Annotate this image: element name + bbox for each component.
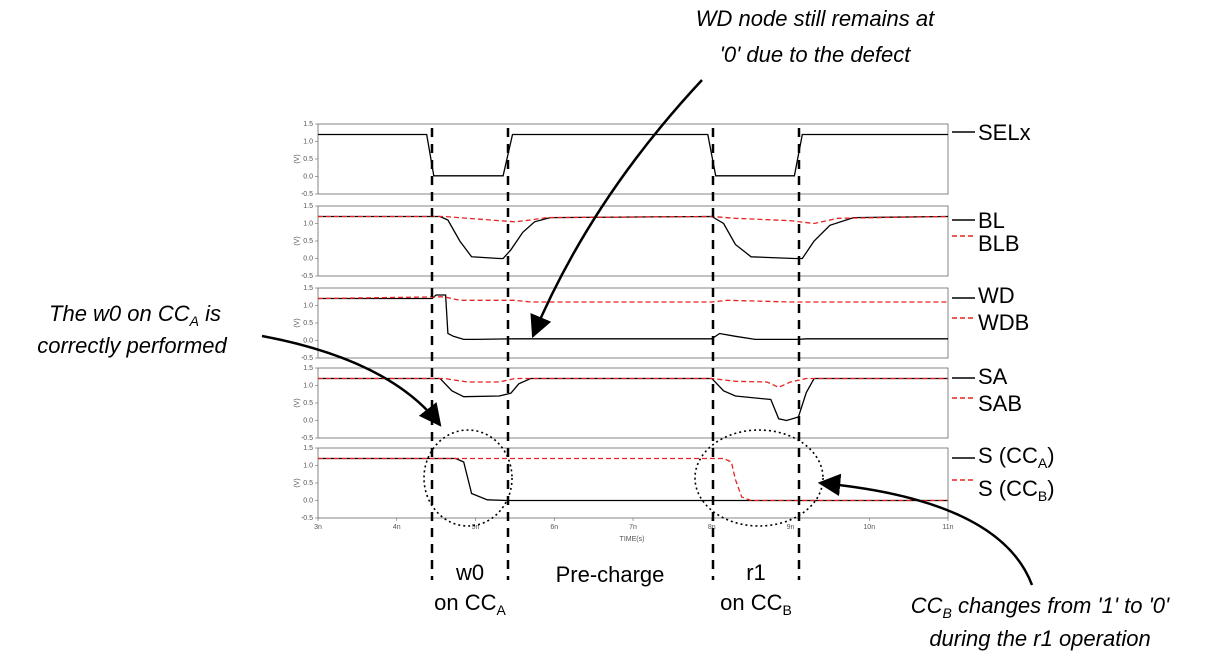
arrow-w0 <box>261 334 442 427</box>
x-tick-label: 9n <box>787 524 795 531</box>
label-s-cca: S (CCA) <box>978 443 1055 471</box>
y-tick-label: 1.5 <box>303 445 313 452</box>
label-selx: SELx <box>978 120 1031 145</box>
phase-w0-label: w0 <box>455 560 484 585</box>
annotation-ccb-line2: during the r1 operation <box>929 626 1150 651</box>
label-wdb: WDB <box>978 310 1029 335</box>
series-blb <box>318 215 949 225</box>
series-selx <box>318 133 948 177</box>
series-s-cc-a <box>318 457 948 502</box>
highlight-circle-w0 <box>423 429 513 527</box>
y-tick-label: 0.5 <box>303 156 313 163</box>
y-axis-unit: (V) <box>294 154 301 163</box>
x-tick-label: 8n <box>708 524 716 531</box>
label-blb: BLB <box>978 231 1020 256</box>
label-sa: SA <box>978 364 1008 389</box>
y-axis-unit: (V) <box>294 398 301 407</box>
x-tick-label: 3n <box>314 524 322 531</box>
annotation-w0-line1: The w0 on CCA is <box>49 301 221 329</box>
x-tick-label: 10n <box>863 524 875 531</box>
panel-5: 1.5 1.0 0.5 0.0 -0.5 (V) <box>294 445 949 522</box>
phase-r1-label: r1 <box>746 560 766 585</box>
phase-w0-target: on CCA <box>434 590 506 618</box>
y-tick-label: 0.0 <box>303 256 313 263</box>
annotation-wd-line1: WD node still remains at <box>696 6 935 31</box>
phase-precharge-label: Pre-charge <box>556 562 665 587</box>
y-tick-label: 1.5 <box>303 203 313 210</box>
y-axis-unit: (V) <box>294 478 301 487</box>
y-tick-label: 1.0 <box>303 303 313 310</box>
x-axis: 3n 4n 5n 6n 7n 8n 9n 10n 11n <box>314 518 954 531</box>
y-axis-unit: (V) <box>294 318 301 327</box>
panel-1: 1.5 1.0 0.5 0.0 -0.5 (V) <box>294 121 949 198</box>
y-tick-label: -0.5 <box>301 435 313 442</box>
y-tick-label: 1.0 <box>303 383 313 390</box>
phase-r1-target: on CCB <box>720 590 792 618</box>
y-tick-label: 1.0 <box>303 463 313 470</box>
x-tick-label: 7n <box>629 524 637 531</box>
phase-labels: w0 on CCA Pre-charge r1 on CCB <box>434 560 792 618</box>
y-tick-label: 1.0 <box>303 221 313 228</box>
y-tick-label: 0.5 <box>303 238 313 245</box>
panel-4: 1.5 1.0 0.5 0.0 -0.5 (V) <box>294 365 949 442</box>
arrow-wd <box>530 79 703 339</box>
series-wd <box>318 294 948 341</box>
label-s-ccb: S (CCB) <box>978 476 1055 504</box>
y-axis-unit: (V) <box>294 236 301 245</box>
series-sab <box>318 377 948 389</box>
y-tick-label: 0.5 <box>303 480 313 487</box>
signal-labels: SELx BL BLB WD WDB SA SAB S (CCA) S (CCB… <box>952 120 1055 504</box>
series-wdb <box>317 296 948 303</box>
arrow-ccb <box>817 473 1034 586</box>
x-tick-label: 4n <box>393 524 401 531</box>
annotation-wd-line2: '0' due to the defect <box>720 42 912 67</box>
panel-3: 1.5 1.0 0.5 0.0 -0.5 (V) <box>294 285 949 362</box>
y-tick-label: -0.5 <box>301 273 313 280</box>
annotations: WD node still remains at '0' due to the … <box>37 6 1170 651</box>
y-tick-label: 1.5 <box>303 285 313 292</box>
y-tick-label: -0.5 <box>301 191 313 198</box>
y-tick-label: 0.0 <box>303 338 313 345</box>
x-tick-label: 11n <box>942 524 953 531</box>
y-tick-label: -0.5 <box>301 515 313 522</box>
y-tick-label: 0.5 <box>303 400 313 407</box>
x-axis-label: TIME(s) <box>620 536 645 543</box>
label-wd: WD <box>978 283 1015 308</box>
label-sab: SAB <box>978 391 1022 416</box>
label-bl: BL <box>978 208 1005 233</box>
y-tick-label: 1.5 <box>303 365 313 372</box>
panel-2: 1.5 1.0 0.5 0.0 -0.5 (V) <box>294 203 949 280</box>
y-tick-label: 0.0 <box>303 174 313 181</box>
series-s-cc-b <box>318 457 948 502</box>
annotation-ccb-line1: CCB changes from '1' to '0' <box>911 593 1170 621</box>
y-tick-label: 0.0 <box>303 498 313 505</box>
y-tick-label: 0.0 <box>303 418 313 425</box>
waveform-panels: 1.51.00.50.0-0.5(V)1.51.00.50.0-0.5(V)1.… <box>294 121 949 522</box>
x-tick-label: 5n <box>472 524 480 531</box>
panel-frame <box>317 123 949 195</box>
y-tick-label: 1.0 <box>303 139 313 146</box>
annotation-w0-line2: correctly performed <box>37 333 227 358</box>
y-tick-label: -0.5 <box>301 355 313 362</box>
y-tick-label: 0.5 <box>303 320 313 327</box>
series-sa <box>318 377 948 422</box>
x-tick-label: 6n <box>550 524 558 531</box>
y-tick-label: 1.5 <box>303 121 313 128</box>
